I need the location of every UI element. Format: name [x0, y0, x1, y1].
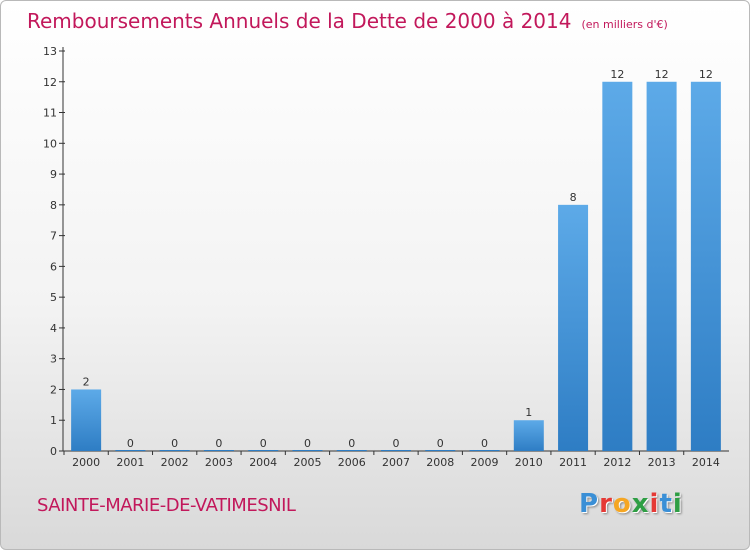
y-tick-label: 5: [50, 291, 57, 304]
x-tick-label-2007: 2007: [382, 456, 410, 469]
data-label-2014: 12: [699, 68, 713, 81]
data-label-2004: 0: [260, 437, 267, 450]
y-tick-label: 0: [50, 445, 57, 458]
logo-letter: t: [659, 489, 673, 519]
bar-2000: [71, 389, 102, 451]
logo-letter: i: [649, 489, 660, 519]
logo-letter: x: [631, 489, 650, 519]
x-tick-label-2004: 2004: [249, 456, 277, 469]
title-main: Remboursements Annuels de la Dette de 20…: [27, 9, 572, 33]
bar-2005: [292, 450, 323, 451]
data-label-2012: 12: [610, 68, 624, 81]
logo-letter: r: [599, 489, 613, 519]
data-label-2010: 1: [525, 406, 532, 419]
data-label-2003: 0: [215, 437, 222, 450]
bars: [71, 81, 721, 452]
x-tick-label-2001: 2001: [116, 456, 144, 469]
data-label-2001: 0: [127, 437, 134, 450]
logo-letter: i: [672, 489, 683, 519]
bar-2002: [159, 450, 190, 451]
x-tick-label-2000: 2000: [72, 456, 100, 469]
y-tick-label: 13: [43, 45, 57, 58]
data-label-2008: 0: [437, 437, 444, 450]
data-label-2005: 0: [304, 437, 311, 450]
x-tick-label-2003: 2003: [205, 456, 233, 469]
bar-2008: [425, 450, 456, 451]
labels: 2 2000 0 2001 0 2002 0 2003 0 2004 0 2005 0 2006 0 2007…: [72, 68, 720, 469]
title-unit: (en milliers d'€): [581, 18, 668, 31]
bar-2003: [203, 450, 234, 451]
bar-2001: [115, 450, 146, 451]
x-tick-label-2011: 2011: [559, 456, 587, 469]
y-tick-label: 3: [50, 353, 57, 366]
data-label-2013: 12: [655, 68, 669, 81]
bar-2011: [558, 204, 589, 451]
bar-2006: [336, 450, 367, 451]
y-tick-label: 12: [43, 76, 57, 89]
x-tick-label-2005: 2005: [293, 456, 321, 469]
logo-letter: o: [612, 489, 632, 519]
data-label-2007: 0: [393, 437, 400, 450]
data-label-2002: 0: [171, 437, 178, 450]
bar-2010: [513, 420, 544, 451]
bar-2012: [602, 81, 633, 452]
commune-name: SAINTE-MARIE-DE-VATIMESNIL: [37, 495, 296, 516]
bar-2007: [381, 450, 411, 451]
bar-2004: [248, 450, 279, 451]
x-tick-label-2014: 2014: [692, 456, 720, 469]
y-tick-label: 8: [50, 199, 57, 212]
y-tick-label: 4: [50, 322, 57, 335]
bar-2014: [690, 81, 721, 452]
proxiti-logo: Proxiti: [579, 489, 683, 519]
y-tick-label: 6: [50, 260, 57, 273]
y-tick-label: 2: [50, 383, 57, 396]
logo-letter: P: [579, 489, 600, 519]
y-tick-label: 7: [50, 230, 57, 243]
data-label-2009: 0: [481, 437, 488, 450]
data-label-2006: 0: [348, 437, 355, 450]
x-tick-label-2006: 2006: [338, 456, 366, 469]
data-label-2000: 2: [83, 375, 90, 388]
y-tick-label: 9: [50, 168, 57, 181]
bar-2013: [646, 81, 677, 452]
x-tick-label-2008: 2008: [426, 456, 454, 469]
x-tick-label-2010: 2010: [515, 456, 543, 469]
x-tick-label-2013: 2013: [648, 456, 676, 469]
y-tick-label: 1: [50, 414, 57, 427]
bar-2009: [469, 450, 500, 451]
x-tick-label-2012: 2012: [603, 456, 631, 469]
y-tick-label: 11: [43, 107, 57, 120]
data-label-2011: 8: [570, 191, 577, 204]
y-tick-label: 10: [43, 137, 57, 150]
chart-title: Remboursements Annuels de la Dette de 20…: [27, 9, 668, 33]
x-tick-label-2009: 2009: [471, 456, 499, 469]
x-tick-label-2002: 2002: [161, 456, 189, 469]
